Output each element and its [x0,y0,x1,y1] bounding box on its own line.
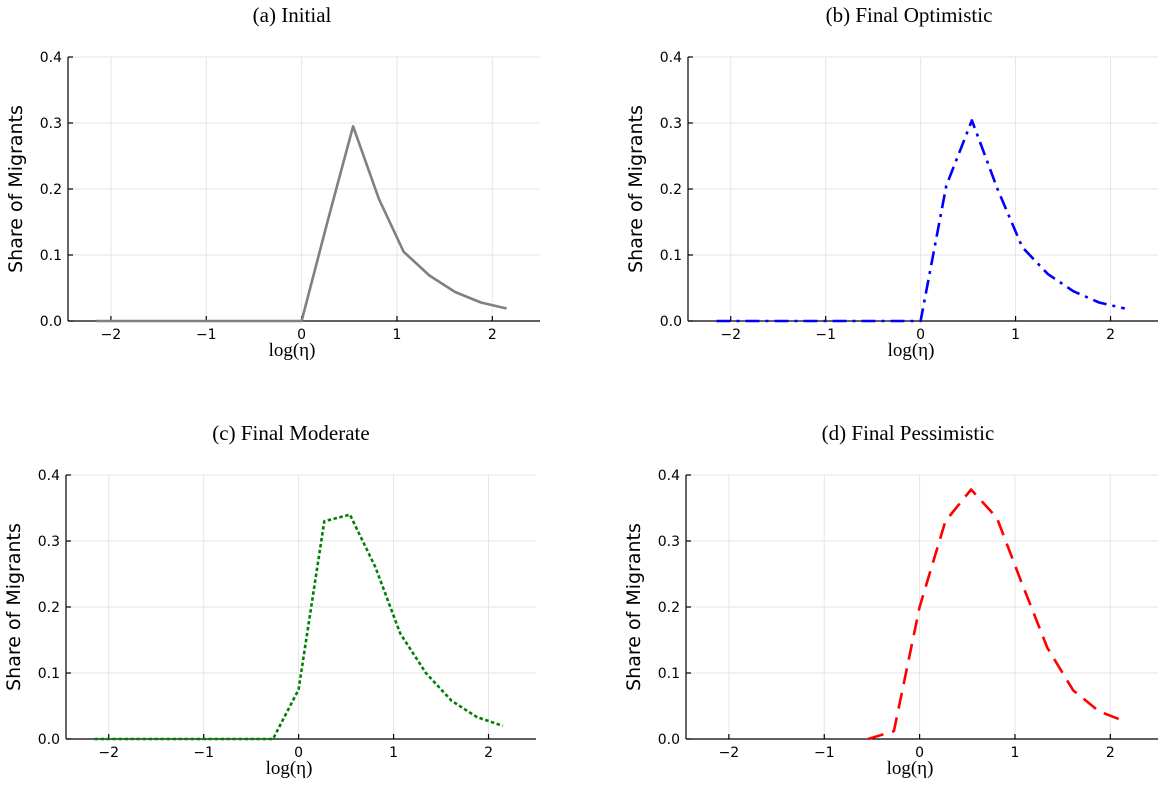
y-tick-label: 0.0 [38,732,60,748]
x-tick-label: −2 [98,745,119,761]
x-tick-label: 1 [389,745,398,761]
y-tick-label: 0.2 [40,182,62,198]
chart-title: (a) Initial [253,3,332,27]
x-tick-label: −1 [196,327,217,343]
x-tick-label: 0 [915,745,924,761]
y-tick-label: 0.3 [658,534,680,550]
x-tick-label: −1 [815,327,836,343]
y-tick-label: 0.1 [660,248,682,264]
x-axis-label: log(η) [269,340,316,361]
x-tick-label: 0 [297,327,306,343]
chart-panel-3: −2 −1 0 1 2 0.0 0.1 0.2 0.3 0.4 (d) Final Pessimis… [623,421,1158,779]
x-tick-label: 2 [484,745,493,761]
series-line-0 [716,119,1126,323]
x-axis-label: log(η) [266,758,313,779]
y-tick-label: 0.1 [658,666,680,682]
y-axis-label: Share of Migrants [623,523,645,691]
y-axis-label: Share of Migrants [3,523,25,691]
x-tick-label: −2 [719,745,740,761]
x-tick-label: 0 [916,327,925,343]
x-tick-label: 1 [1011,745,1020,761]
x-tick-label: 2 [488,327,497,343]
x-tick-label: −1 [193,745,214,761]
x-tick-label: −2 [720,327,741,343]
y-axis-label: Share of Migrants [625,105,647,273]
series-line-0 [94,513,504,741]
series-line-0 [867,488,1126,741]
y-tick-label: 0.2 [658,600,680,616]
chart-title: (c) Final Moderate [212,421,369,445]
chart-panel-0: −2 −1 0 1 2 0.0 0.1 0.2 0.3 0.4 (a) Initial log(η) S… [5,3,540,361]
x-tick-label: 2 [1106,327,1115,343]
x-tick-label: −2 [101,327,122,343]
x-axis-label: log(η) [888,340,935,361]
y-tick-label: 0.0 [658,732,680,748]
y-tick-label: 0.1 [38,666,60,682]
x-tick-label: −1 [814,745,835,761]
chart-panel-1: −2 −1 0 1 2 0.0 0.1 0.2 0.3 0.4 (b) Final Optimist… [625,3,1158,361]
y-tick-label: 0.3 [660,116,682,132]
chart-panel-2: −2 −1 0 1 2 0.0 0.1 0.2 0.3 0.4 (c) Final Moderate… [3,421,536,779]
y-tick-label: 0.1 [40,248,62,264]
y-tick-label: 0.4 [38,468,60,484]
chart-title: (d) Final Pessimistic [822,421,995,445]
x-tick-label: 1 [1011,327,1020,343]
y-tick-label: 0.2 [38,600,60,616]
y-tick-label: 0.4 [40,50,62,66]
chart-title: (b) Final Optimistic [826,3,993,27]
y-tick-label: 0.0 [40,314,62,330]
y-tick-label: 0.0 [660,314,682,330]
y-tick-label: 0.4 [658,468,680,484]
x-tick-label: 2 [1106,745,1115,761]
x-tick-label: 0 [294,745,303,761]
y-tick-label: 0.4 [660,50,682,66]
x-tick-label: 1 [393,327,402,343]
x-axis-label: log(η) [887,758,934,779]
y-tick-label: 0.3 [40,116,62,132]
y-axis-label: Share of Migrants [5,105,27,273]
series-line-0 [96,125,507,323]
y-tick-label: 0.3 [38,534,60,550]
y-tick-label: 0.2 [660,182,682,198]
